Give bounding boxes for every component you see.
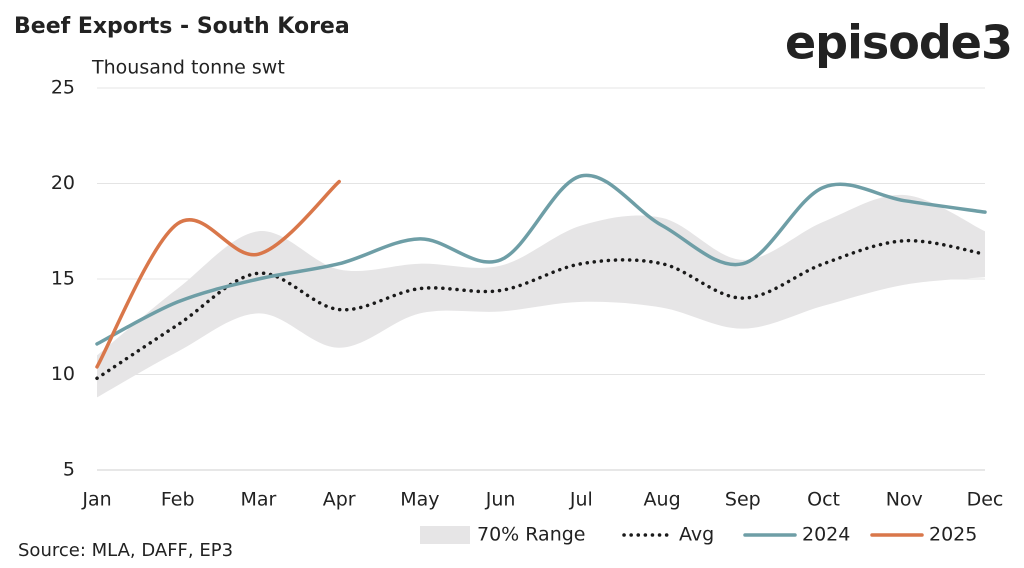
x-tick-label: May <box>400 489 439 511</box>
range-band <box>97 194 985 398</box>
x-tick-label: Dec <box>967 489 1004 511</box>
source: Source: MLA, DAFF, EP3 <box>18 540 233 561</box>
y-axis-label: Thousand tonne swt <box>91 57 285 79</box>
x-tick-label: Nov <box>886 489 923 511</box>
legend-label: 2025 <box>929 524 977 546</box>
series-line <box>95 173 987 346</box>
x-tick-label: Jul <box>569 489 593 511</box>
x-tick-label: Mar <box>241 489 277 511</box>
legend-label: 2024 <box>802 524 850 546</box>
x-tick-label: Feb <box>161 489 195 511</box>
x-tick-label: Apr <box>323 489 356 511</box>
y-tick-label: 5 <box>63 459 75 481</box>
x-tick-label: Oct <box>807 489 840 511</box>
legend-swatch <box>420 526 470 544</box>
chart-title: Beef Exports - South Korea <box>14 14 350 39</box>
logo: episode3 <box>785 16 1012 70</box>
y-tick-label: 15 <box>51 268 75 290</box>
y-tick-label: 25 <box>51 77 75 99</box>
x-tick-label: Jan <box>81 489 111 511</box>
legend-label: 70% Range <box>477 524 586 546</box>
series-line <box>95 179 341 369</box>
x-tick-label: Jun <box>485 489 516 511</box>
legend-label: Avg <box>679 524 714 546</box>
y-tick-label: 20 <box>51 172 75 194</box>
y-tick-label: 10 <box>51 363 75 385</box>
x-tick-label: Sep <box>725 489 761 511</box>
x-tick-label: Aug <box>644 489 681 511</box>
